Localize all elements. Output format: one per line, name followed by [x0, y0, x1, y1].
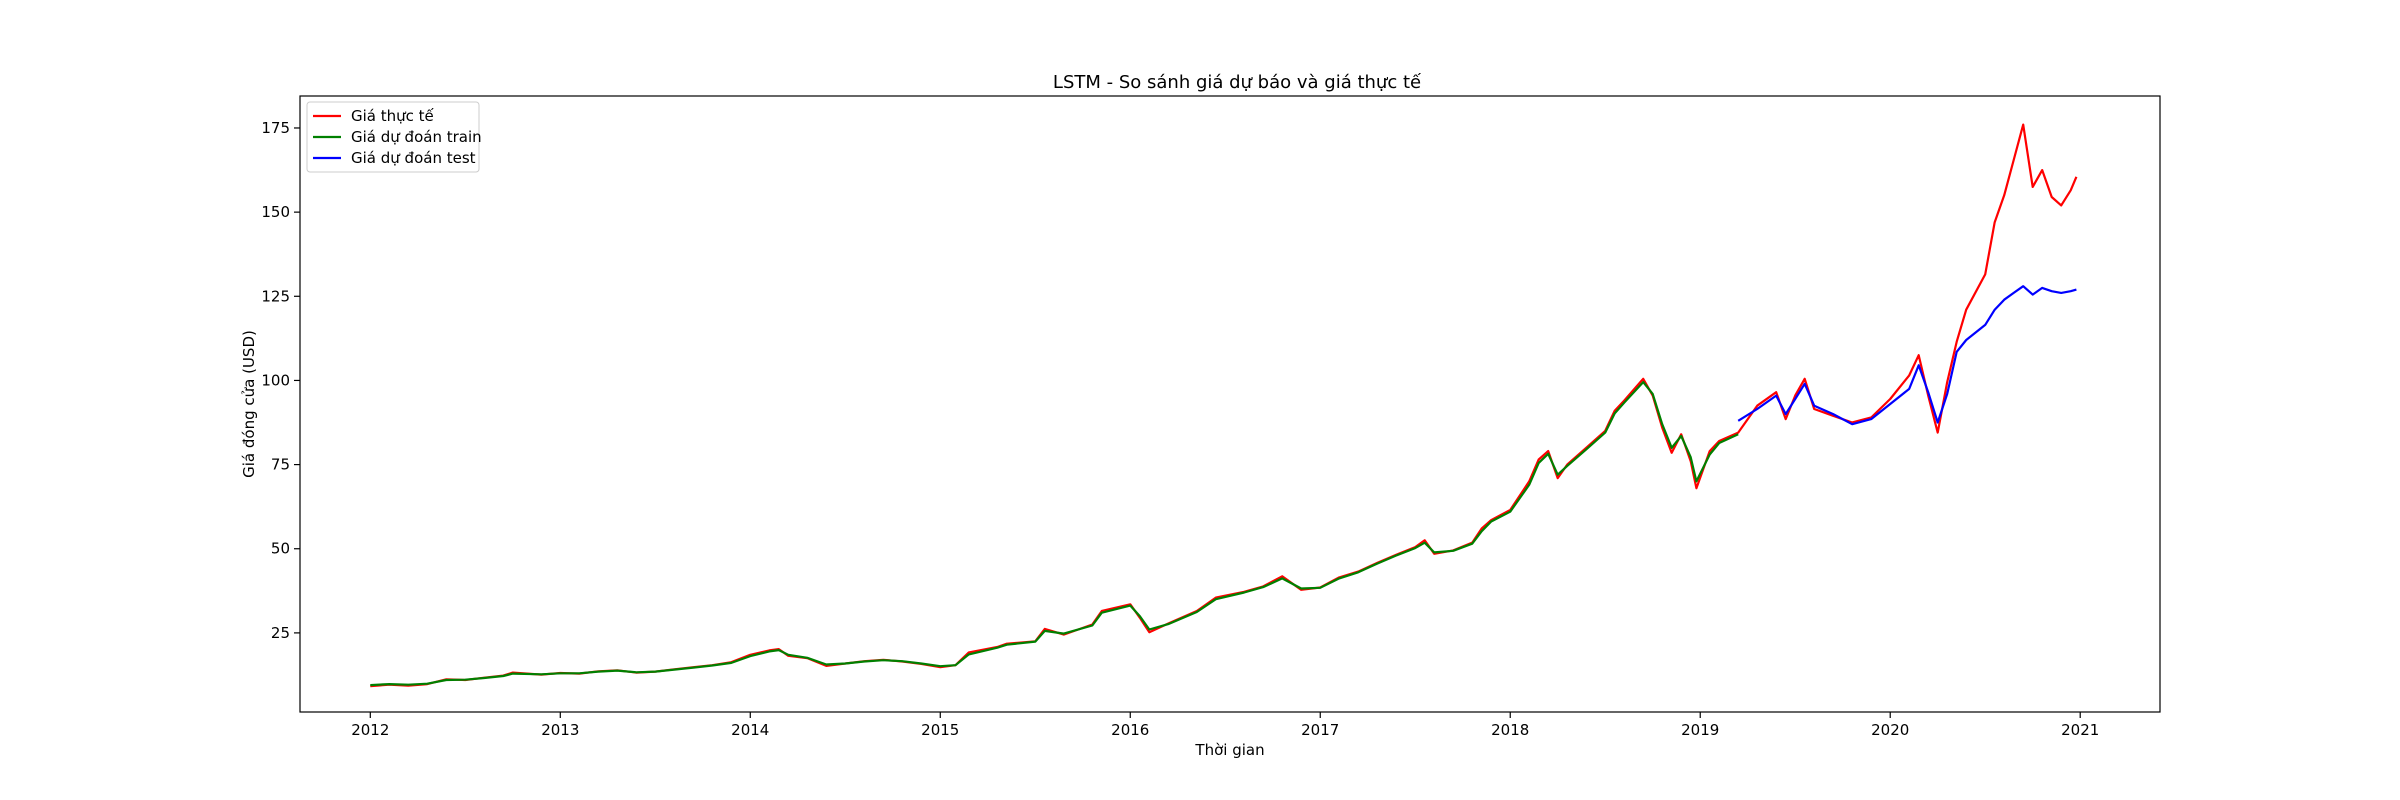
x-tick-label: 2012: [351, 721, 389, 739]
legend-label-3: Giá dự đoán test: [351, 149, 476, 167]
y-tick-label: 100: [261, 371, 290, 389]
x-tick-label: 2020: [1871, 721, 1909, 739]
legend: Giá thực tế Giá dự đoán train Giá dự đoán …: [306, 101, 482, 173]
y-tick-label: 150: [261, 203, 290, 221]
x-axis: 2012 2013 2014 2015 2016 2017 2018 2019 2020 2021: [351, 712, 2099, 739]
y-tick-label: 75: [271, 456, 290, 474]
x-axis-label: Thời gian: [1194, 741, 1264, 759]
y-tick-label: 175: [261, 119, 290, 137]
y-axis: 25 50 75 100 125 150 175: [261, 119, 300, 642]
plot-frame: [299, 95, 2161, 713]
series-line-2: [370, 381, 1739, 687]
x-tick-label: 2014: [731, 721, 769, 739]
series-layer: [370, 123, 2078, 688]
x-tick-label: 2015: [921, 721, 959, 739]
x-tick-label: 2016: [1111, 721, 1149, 739]
legend-label-2: Giá dự đoán train: [351, 128, 482, 146]
y-tick-label: 25: [271, 624, 290, 642]
y-axis-label: Giá đóng cửa (USD): [240, 330, 258, 478]
x-tick-label: 2019: [1681, 721, 1719, 739]
series-line-3: [1737, 285, 2077, 426]
x-tick-label: 2013: [541, 721, 579, 739]
legend-frame: [306, 101, 480, 173]
y-tick-label: 125: [261, 287, 290, 305]
legend-label-1: Giá thực tế: [351, 107, 435, 125]
y-tick-label: 50: [271, 540, 290, 558]
x-tick-label: 2018: [1491, 721, 1529, 739]
x-tick-label: 2021: [2061, 721, 2099, 739]
chart-title: LSTM - So sánh giá dự báo và giá thực tế: [1053, 72, 1422, 93]
x-tick-label: 2017: [1301, 721, 1339, 739]
